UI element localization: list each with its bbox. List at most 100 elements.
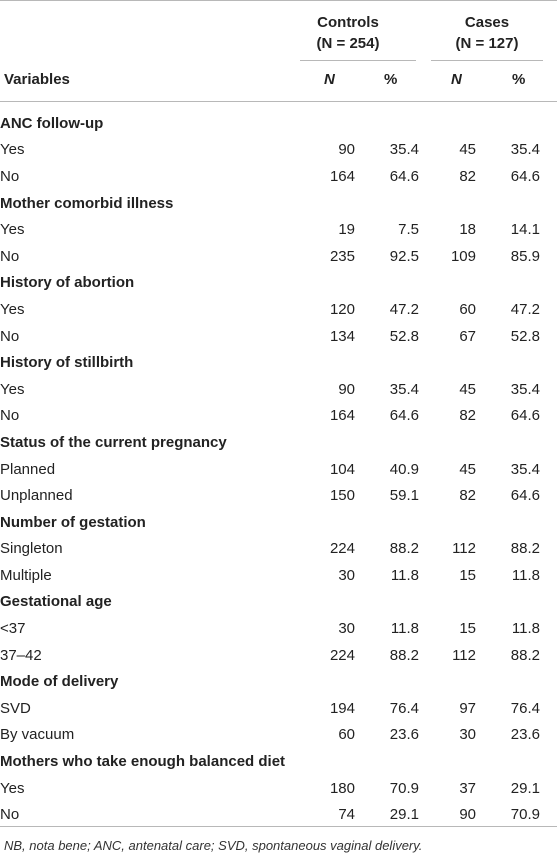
row-end-spacer [540, 775, 557, 802]
cases-pct-cell: 23.6 [510, 726, 540, 744]
table-row: Multiple 30 11.8 15 11.8 [0, 562, 557, 589]
row-label: Yes [0, 221, 25, 239]
controls-n-cell: 224 [329, 540, 355, 558]
section-title: History of abortion [0, 274, 135, 292]
table-row: 37–42 224 88.2 112 88.2 [0, 642, 557, 669]
table-row: No 235 92.5 109 85.9 [0, 243, 557, 270]
cases-count: (N = 127) [455, 35, 519, 52]
controls-n-cell: 90 [338, 141, 355, 159]
table-row: Yes 120 47.2 60 47.2 [0, 296, 557, 323]
cases-n-cell: 97 [459, 699, 476, 717]
controls-pct-cell: 29.1 [389, 806, 419, 824]
cases-n-cell: 112 [452, 540, 476, 558]
cases-pct-cell: 11.8 [511, 620, 540, 638]
top-rule [0, 0, 557, 1]
controls-pct-cell: 40.9 [389, 460, 419, 478]
controls-n-cell: 134 [329, 327, 355, 345]
controls-underline [300, 60, 416, 61]
controls-n-cell: 164 [329, 167, 355, 185]
cases-n-cell: 45 [459, 141, 476, 159]
cases-n-cell: 82 [459, 487, 476, 505]
cases-n-cell: 67 [459, 327, 476, 345]
row-end-spacer [540, 137, 557, 164]
row-end-spacer [540, 536, 557, 563]
controls-pct-cell: 7.5 [398, 221, 419, 239]
row-end-spacer [540, 482, 557, 509]
row-end-spacer [540, 243, 557, 270]
section-title: Mothers who take enough balanced diet [0, 753, 286, 771]
controls-n-cell: 60 [338, 726, 355, 744]
table-row: Yes 180 70.9 37 29.1 [0, 775, 557, 802]
row-label: Planned [0, 460, 56, 478]
controls-pct-cell: 70.9 [389, 779, 419, 797]
row-end-spacer [540, 722, 557, 749]
section-header-row: Number of gestation [0, 509, 557, 536]
controls-pct-cell: 92.5 [389, 247, 419, 265]
controls-pct-cell: 76.4 [389, 699, 419, 717]
table-row: No 164 64.6 82 64.6 [0, 403, 557, 430]
cases-pct-cell: 35.4 [510, 141, 540, 159]
controls-header: Controls (N = 254) [292, 12, 404, 54]
table-row: Yes 90 35.4 45 35.4 [0, 137, 557, 164]
controls-n-cell: 164 [329, 407, 355, 425]
controls-n-cell: 74 [338, 806, 355, 824]
variables-header: Variables [4, 71, 70, 88]
row-end-spacer [540, 163, 557, 190]
table-row: No 74 29.1 90 70.9 [0, 801, 557, 828]
cases-pct-cell: 35.4 [510, 380, 540, 398]
row-end-spacer [540, 376, 557, 403]
controls-count: (N = 254) [316, 35, 380, 52]
cases-n-cell: 15 [459, 620, 476, 638]
section-title: History of stillbirth [0, 354, 134, 372]
controls-pct-cell: 11.8 [390, 620, 419, 638]
cases-pct-cell: 64.6 [510, 167, 540, 185]
row-label: 37–42 [0, 646, 42, 664]
cases-n-cell: 112 [452, 646, 476, 664]
controls-pct-cell: 11.8 [390, 566, 419, 584]
section-header-row: Status of the current pregnancy [0, 429, 557, 456]
row-label: Yes [0, 300, 25, 318]
row-label: Singleton [0, 540, 63, 558]
row-label: No [0, 407, 20, 425]
controls-n-cell: 104 [329, 460, 355, 478]
cases-pct-cell: 52.8 [510, 327, 540, 345]
controls-n-cell: 235 [329, 247, 355, 265]
row-end-spacer [540, 695, 557, 722]
cases-pct-cell: 76.4 [510, 699, 540, 717]
controls-n-cell: 224 [329, 646, 355, 664]
cases-n-cell: 109 [450, 247, 476, 265]
section-title: Number of gestation [0, 513, 146, 531]
table-row: Unplanned 150 59.1 82 64.6 [0, 482, 557, 509]
cases-pct-cell: 64.6 [510, 487, 540, 505]
section-header-row: ANC follow-up [0, 110, 557, 137]
section-title: Status of the current pregnancy [0, 433, 227, 451]
row-end-spacer [540, 615, 557, 642]
row-end-spacer [540, 216, 557, 243]
section-header-row: Mother comorbid illness [0, 190, 557, 217]
row-label: <37 [0, 620, 26, 638]
footnote: NB, nota bene; ANC, antenatal care; SVD,… [4, 838, 423, 853]
bottom-rule [0, 826, 557, 827]
controls-pct-cell: 23.6 [389, 726, 419, 744]
cases-pct-cell: 88.2 [510, 646, 540, 664]
section-title: ANC follow-up [0, 114, 104, 132]
controls-pct-cell: 47.2 [389, 300, 419, 318]
row-label: SVD [0, 699, 31, 717]
section-title: Mode of delivery [0, 673, 119, 691]
row-label: Unplanned [0, 487, 73, 505]
row-end-spacer [540, 323, 557, 350]
row-label: Multiple [0, 566, 52, 584]
cases-pct-cell: 64.6 [510, 407, 540, 425]
controls-pct-cell: 88.2 [389, 646, 419, 664]
row-label: Yes [0, 141, 25, 159]
cases-pct-cell: 11.8 [511, 566, 540, 584]
controls-n-cell: 120 [329, 300, 355, 318]
cases-n-cell: 45 [459, 380, 476, 398]
cases-n-cell: 82 [459, 167, 476, 185]
table-row: Yes 90 35.4 45 35.4 [0, 376, 557, 403]
controls-n-cell: 180 [329, 779, 355, 797]
section-title: Mother comorbid illness [0, 194, 174, 212]
table-row: Yes 19 7.5 18 14.1 [0, 216, 557, 243]
cases-pct-header: % [512, 71, 526, 88]
cases-n-cell: 37 [459, 779, 476, 797]
